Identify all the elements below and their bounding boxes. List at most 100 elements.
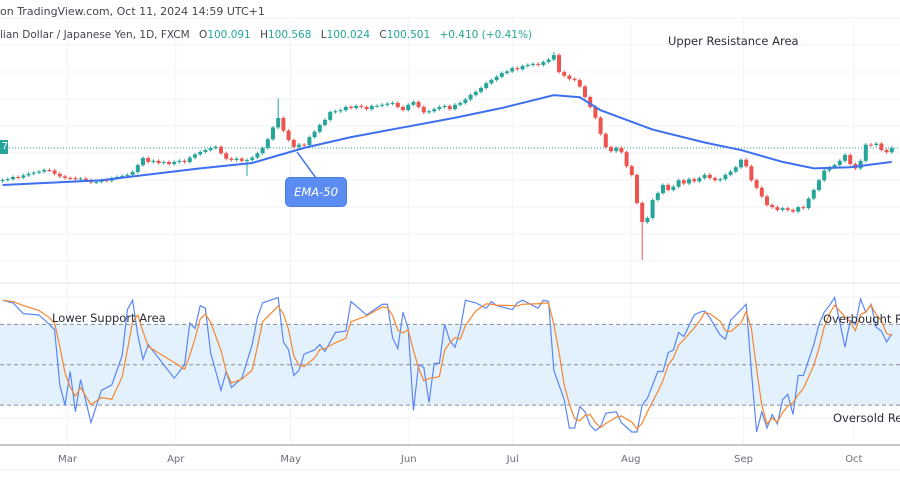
low-label: L (320, 29, 327, 41)
candle-body (245, 159, 249, 161)
candle-body (37, 171, 41, 173)
candle-body (848, 155, 853, 165)
candle-body (785, 208, 790, 210)
candle (281, 116, 286, 133)
candle-body (338, 110, 343, 112)
candle (499, 71, 504, 79)
candle (702, 173, 707, 180)
candle (713, 176, 717, 182)
candle-body (177, 160, 182, 162)
candle-body (333, 111, 338, 113)
candle (827, 165, 832, 173)
candle (156, 159, 161, 165)
candle-body (354, 105, 359, 109)
candle-body (869, 144, 873, 146)
candle-body (822, 170, 827, 181)
candle-body (536, 63, 541, 65)
candle-body (666, 184, 671, 190)
candle-body (889, 147, 894, 153)
candle-body (42, 169, 47, 172)
candle (572, 77, 577, 82)
x-tick-label: Mar (58, 454, 78, 465)
candle (484, 81, 489, 90)
candle (349, 105, 353, 110)
candle (775, 205, 780, 212)
candle-body (593, 106, 598, 118)
candle-body (73, 178, 78, 180)
candle-body (141, 158, 145, 166)
candle (583, 84, 587, 99)
candle (182, 159, 187, 164)
candle-body (369, 105, 374, 110)
candle-body (718, 179, 723, 181)
candle-body (343, 106, 348, 111)
candle (167, 160, 171, 166)
candle-body (780, 208, 785, 210)
candle-body (317, 124, 322, 132)
candle (312, 130, 317, 139)
candle (681, 178, 686, 186)
candle (286, 129, 291, 142)
candle-body (458, 102, 463, 105)
x-tick-label: Oct (845, 454, 862, 465)
candle-body (432, 109, 437, 112)
candle-body (484, 83, 489, 88)
candle (863, 143, 868, 163)
candle (603, 132, 608, 149)
candle (317, 123, 322, 134)
candle-body (291, 140, 296, 147)
candle-body (749, 166, 754, 181)
candle (411, 100, 416, 107)
candle-body (219, 146, 223, 154)
candle (489, 78, 494, 85)
candle (21, 173, 26, 180)
candle (26, 172, 31, 177)
candle (219, 145, 223, 155)
candle-body (837, 160, 842, 166)
candle-body (744, 159, 749, 167)
candle (837, 159, 842, 167)
candle-body (26, 173, 31, 176)
candle (588, 95, 593, 109)
candle (297, 143, 301, 149)
candle (884, 148, 889, 154)
candle (707, 173, 712, 180)
candle (291, 138, 296, 149)
candle (687, 177, 691, 186)
candle-body (572, 78, 577, 81)
candle (302, 143, 307, 147)
open-value: 100.091 (207, 29, 251, 41)
candle (172, 160, 177, 166)
candle-body (390, 102, 395, 104)
x-tick-label: Jun (400, 454, 417, 465)
candle-body (874, 143, 879, 145)
candle (536, 62, 541, 67)
candle-body (775, 207, 780, 210)
candle-body (879, 143, 884, 150)
lower-support-label: Lower Support Area (52, 311, 166, 325)
time-axis[interactable]: Mar Apr May Jun Jul Aug Sep Oct (58, 454, 862, 465)
candle (801, 205, 806, 210)
candle-body (161, 162, 166, 164)
candle-body (796, 207, 801, 212)
candle-body (650, 199, 655, 218)
candle-body (47, 169, 52, 171)
candle (406, 103, 411, 112)
candle-body (510, 68, 515, 72)
candle (515, 66, 520, 71)
candle (442, 104, 447, 109)
candle-body (827, 167, 832, 171)
symbol-name[interactable]: lian Dollar / Japanese Yen, 1D, FXCM (0, 29, 190, 41)
candle (437, 105, 442, 111)
candle (203, 148, 208, 154)
candle-body (551, 55, 556, 60)
candle-body (375, 105, 379, 107)
candle-body (858, 160, 863, 169)
candle-body (312, 131, 317, 138)
candle (879, 141, 884, 152)
x-tick-label: May (280, 454, 301, 465)
candle (5, 177, 10, 182)
candle (47, 168, 52, 173)
candle (598, 116, 603, 136)
